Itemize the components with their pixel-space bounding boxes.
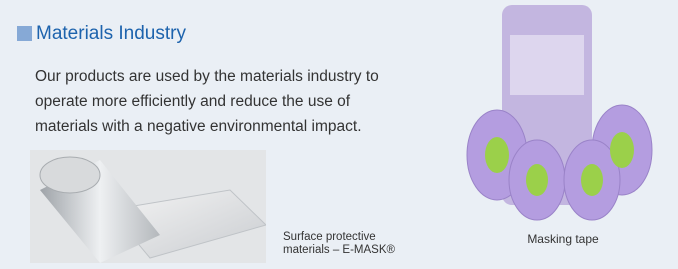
image-caption: Surface protective materials – E-MASK® xyxy=(283,231,395,257)
caption-line: materials – E-MASK® xyxy=(283,244,395,257)
body-line: materials with a negative environmental … xyxy=(35,114,379,139)
section-marker xyxy=(17,26,32,41)
image-caption: Masking tape xyxy=(508,232,618,246)
section-title: Materials Industry xyxy=(36,23,186,45)
page: Materials Industry Our products are used… xyxy=(0,0,678,269)
tape-photo xyxy=(462,5,658,227)
caption-line: Masking tape xyxy=(508,232,618,246)
section-body: Our products are used by the materials i… xyxy=(35,64,379,139)
caption-line: Surface protective xyxy=(283,231,395,244)
emask-photo xyxy=(30,150,266,263)
body-line: operate more efficiently and reduce the … xyxy=(35,89,379,114)
body-line: Our products are used by the materials i… xyxy=(35,64,379,89)
